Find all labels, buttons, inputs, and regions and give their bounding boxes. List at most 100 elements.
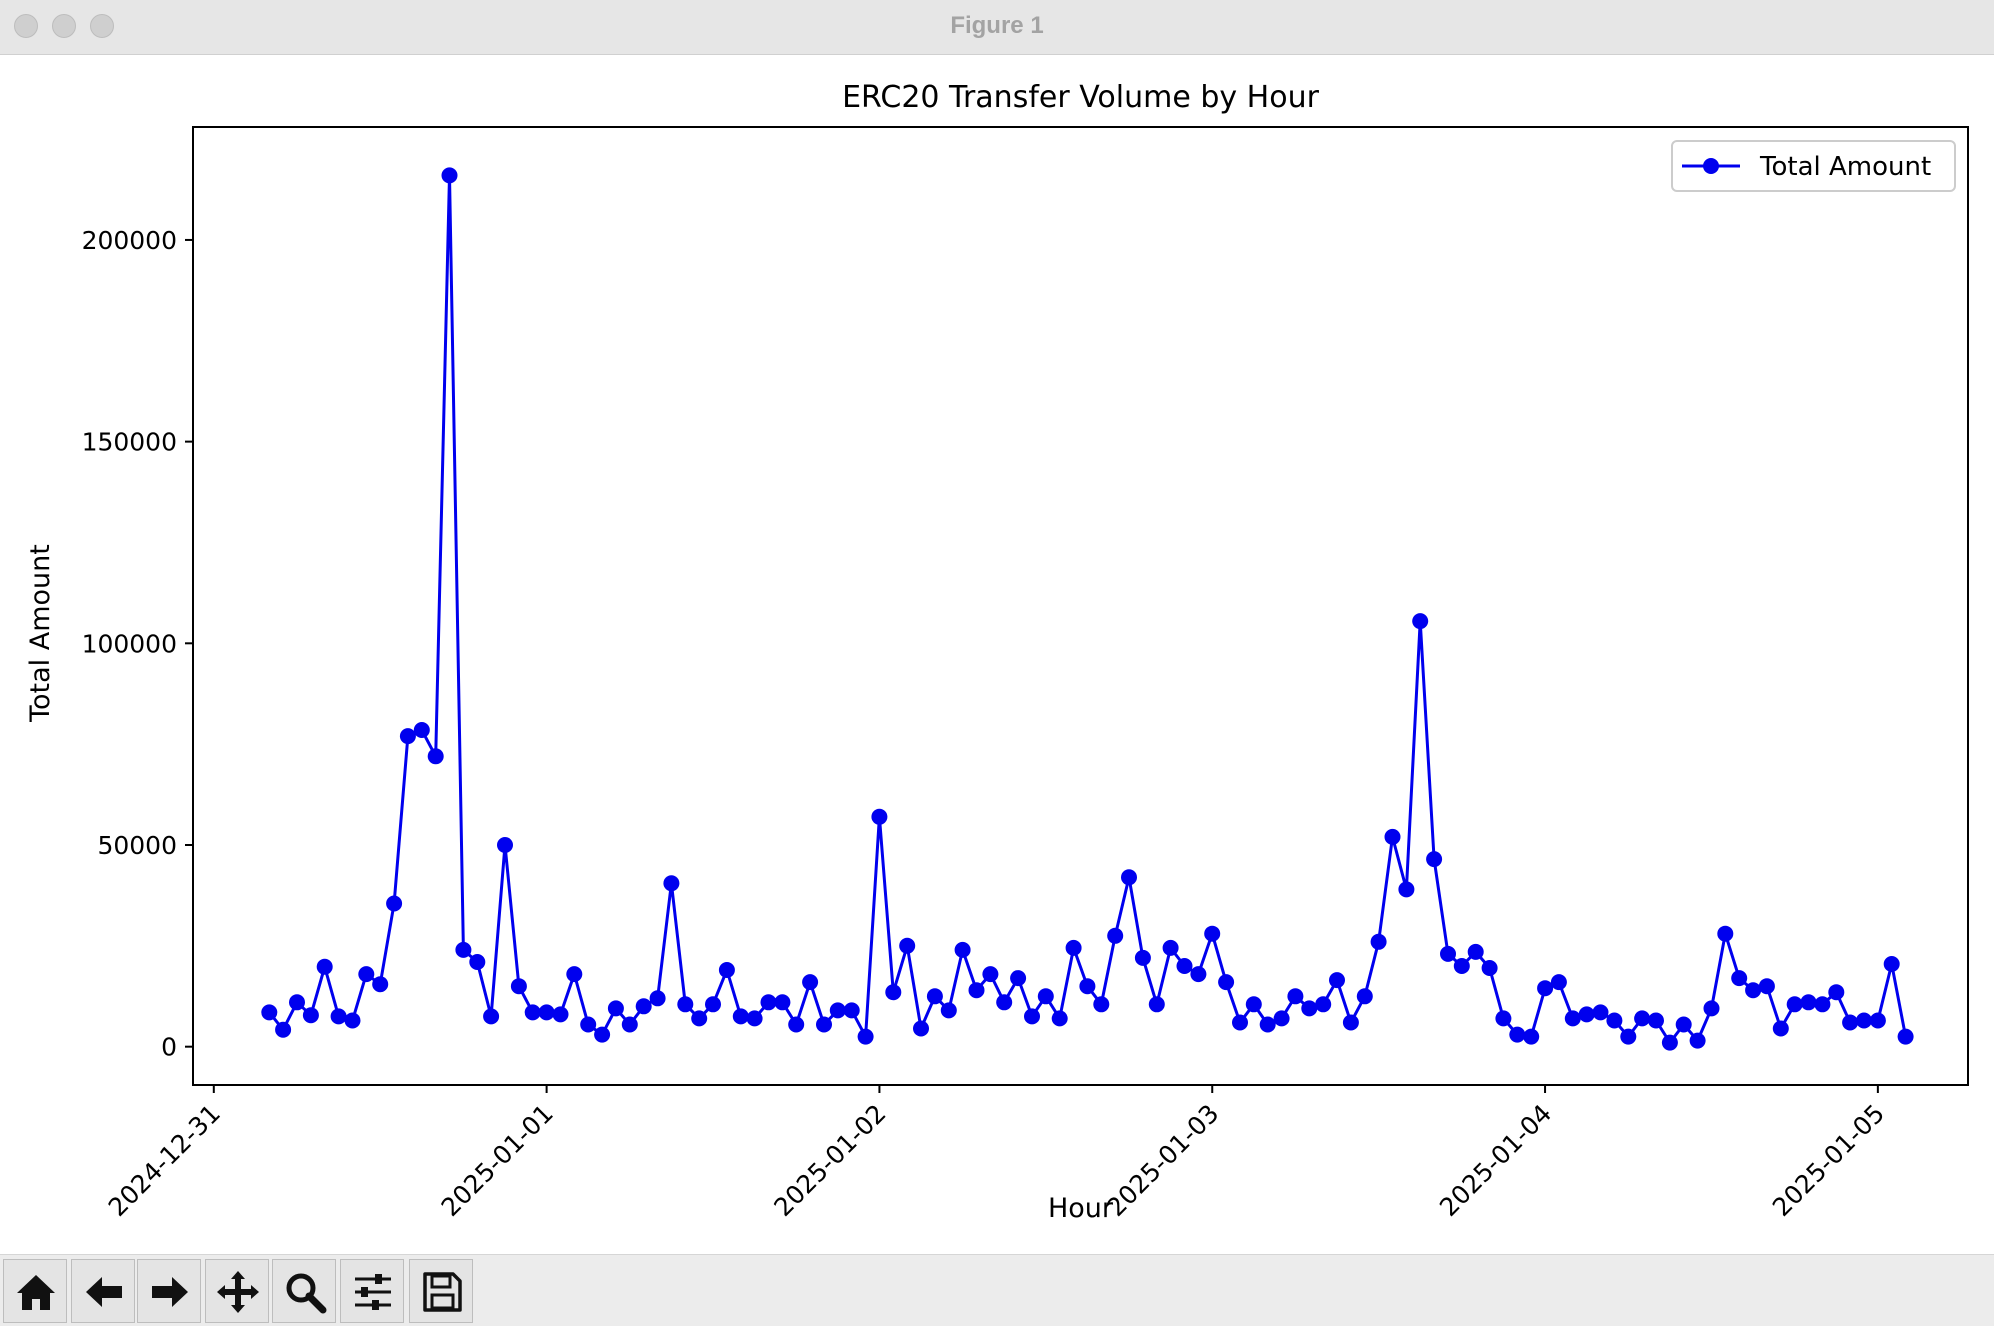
data-point <box>1814 996 1831 1013</box>
data-point <box>1869 1012 1886 1029</box>
close-window-button[interactable] <box>14 14 38 38</box>
data-point <box>1578 1006 1595 1023</box>
data-point <box>386 895 403 912</box>
data-point <box>843 1002 860 1019</box>
data-point <box>1093 996 1110 1013</box>
data-point <box>1745 982 1762 999</box>
data-point <box>1675 1016 1692 1033</box>
x-axis-label: Hour <box>1048 1193 1114 1224</box>
data-point <box>566 966 583 983</box>
x-tick-label: 2025-01-04 <box>1434 1099 1557 1222</box>
zoom-button[interactable] <box>272 1259 336 1323</box>
data-point <box>275 1021 292 1038</box>
data-point <box>1523 1028 1540 1045</box>
window-title: Figure 1 <box>950 12 1044 39</box>
data-point <box>982 966 999 983</box>
y-tick-label: 100000 <box>82 629 177 658</box>
data-point <box>1717 925 1734 942</box>
data-point <box>1079 978 1096 995</box>
data-point <box>1495 1010 1512 1027</box>
home-icon <box>17 1275 55 1310</box>
data-point <box>871 808 888 825</box>
data-point <box>455 941 472 958</box>
data-point <box>1731 970 1748 987</box>
data-point <box>1107 927 1124 944</box>
data-point <box>1176 958 1193 974</box>
x-tick-label: 2024-12-31 <box>103 1099 226 1222</box>
data-point <box>510 978 527 995</box>
save-button[interactable] <box>409 1259 473 1323</box>
data-point <box>1218 974 1235 991</box>
y-tick-label: 0 <box>161 1033 177 1062</box>
figure-canvas[interactable]: 0 50000 100000 150000 200000 2024-12-31 2025-0… <box>0 55 1994 1254</box>
data-point <box>857 1028 874 1045</box>
data-point <box>1412 613 1429 630</box>
data-point <box>1689 1032 1706 1049</box>
data-point <box>1384 828 1401 845</box>
zoom-window-button[interactable] <box>90 14 114 38</box>
pan-button[interactable] <box>205 1259 269 1323</box>
data-point <box>497 837 513 853</box>
data-point <box>1287 988 1304 1005</box>
data-point <box>483 1008 500 1025</box>
data-point <box>1661 1034 1678 1051</box>
data-point <box>358 966 375 983</box>
legend-marker <box>1703 158 1719 174</box>
data-point <box>1606 1012 1623 1029</box>
data-point <box>552 1006 569 1023</box>
data-point <box>344 1012 361 1029</box>
data-point <box>1342 1014 1359 1031</box>
data-point <box>1134 949 1151 966</box>
chart-title: ERC20 Transfer Volume by Hour <box>842 80 1320 115</box>
data-point <box>1121 869 1137 886</box>
y-axis-label: Total Amount <box>25 544 56 723</box>
data-point <box>1065 939 1082 956</box>
chart: 0 50000 100000 150000 200000 2024-12-31 2025-0… <box>25 80 1969 1224</box>
data-point <box>1883 956 1900 972</box>
data-point <box>1301 1000 1318 1017</box>
data-point <box>1564 1010 1581 1027</box>
home-button[interactable] <box>3 1259 67 1323</box>
data-point <box>705 996 721 1013</box>
data-point <box>524 1004 541 1021</box>
data-point <box>1842 1014 1859 1031</box>
data-point <box>663 875 680 892</box>
data-point <box>1204 925 1221 942</box>
x-tick-label: 2025-01-02 <box>768 1099 891 1222</box>
data-point <box>1467 943 1484 960</box>
data-point <box>330 1008 347 1025</box>
forward-arrow-icon <box>152 1277 188 1307</box>
data-point <box>289 994 305 1011</box>
data-point <box>1051 1010 1068 1027</box>
data-point <box>1398 881 1415 898</box>
data-point <box>968 982 985 999</box>
data-point <box>1148 996 1165 1013</box>
data-point <box>538 1004 555 1021</box>
forward-button[interactable] <box>137 1259 201 1323</box>
data-point <box>1273 1010 1290 1027</box>
data-point <box>1758 978 1775 995</box>
data-point <box>1800 994 1817 1011</box>
data-point <box>1315 996 1332 1013</box>
data-point <box>621 1016 638 1033</box>
data-point <box>649 990 666 1007</box>
data-point <box>1024 1008 1040 1025</box>
data-point <box>996 994 1013 1011</box>
configure-subplots-icon <box>355 1274 391 1310</box>
data-point <box>399 728 416 745</box>
data-point <box>1648 1012 1664 1029</box>
configure-subplots-button[interactable] <box>340 1259 404 1323</box>
data-point <box>1897 1028 1914 1045</box>
data-point <box>1426 851 1443 868</box>
data-point <box>1232 1014 1248 1031</box>
data-point <box>635 998 652 1015</box>
minimize-window-button[interactable] <box>52 14 76 38</box>
back-button[interactable] <box>71 1259 135 1323</box>
data-point <box>580 1016 597 1033</box>
data-point <box>1620 1028 1637 1045</box>
data-point <box>1828 984 1845 1001</box>
data-point <box>829 1002 846 1019</box>
data-point <box>302 1007 319 1024</box>
data-point <box>1453 958 1470 974</box>
data-point <box>899 937 916 954</box>
